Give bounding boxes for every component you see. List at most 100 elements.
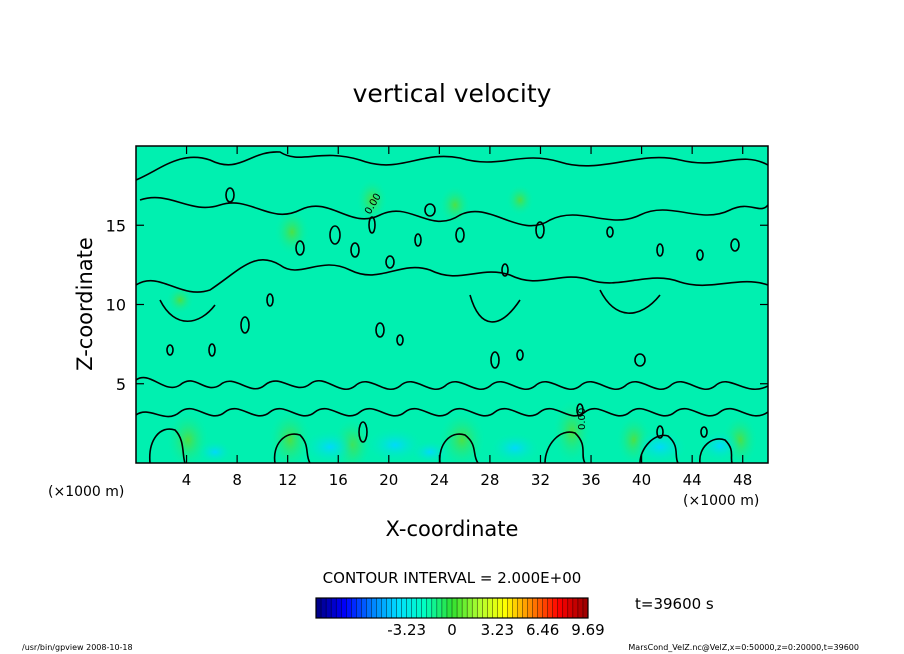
shading-blob [489, 432, 541, 463]
colorbar-cell [517, 597, 524, 619]
colorbar-cell [366, 597, 372, 619]
colorbar-cell [451, 597, 458, 619]
y-tick-label: 10 [106, 296, 126, 315]
colorbar-cell [466, 597, 473, 619]
y-tick-label: 15 [106, 216, 126, 235]
colorbar: -3.23 0 3.23 6.46 9.69 [315, 597, 605, 639]
colorbar-cell [567, 597, 574, 619]
colorbar-cell [507, 597, 513, 619]
colorbar-cell [441, 597, 448, 619]
x-tick-label: 48 [733, 471, 752, 489]
x-tick-label: 44 [683, 471, 702, 489]
colorbar-cell [356, 597, 362, 619]
footer-left: /usr/bin/gpview 2008-10-18 [22, 643, 133, 652]
x-tick-label: 36 [581, 471, 600, 489]
shading-blob [439, 185, 471, 225]
contour-interval: CONTOUR INTERVAL = 2.000E+00 [323, 569, 582, 587]
colorbar-cell [471, 597, 478, 619]
contour-lines [136, 151, 768, 463]
colorbar-cell [476, 597, 483, 619]
x-tick-label: 12 [278, 471, 297, 489]
colorbar-cell [320, 597, 327, 619]
time-label: t=39600 s [635, 595, 714, 613]
colorbar-cell [502, 597, 508, 619]
colorbar-cell [456, 597, 463, 619]
colorbar-cell [376, 597, 382, 619]
colorbar-cell [396, 597, 403, 619]
colorbar-cell [325, 597, 332, 619]
colorbar-cell [436, 597, 443, 619]
colorbar-cell [421, 597, 428, 619]
colorbar-tick-label: -3.23 [387, 621, 426, 639]
shading-blob [356, 178, 388, 222]
colorbar-cell [492, 597, 498, 619]
x-tick-label: 8 [232, 471, 242, 489]
x-tick-label: 28 [480, 471, 499, 489]
x-tick-label: 4 [182, 471, 192, 489]
colorbar-cell [431, 597, 438, 619]
colorbar-cell [461, 597, 468, 619]
chart-title: vertical velocity [353, 79, 552, 108]
shading-blob [274, 208, 310, 256]
colorbar-cell [562, 597, 569, 619]
shading-blob [166, 286, 194, 314]
y-axis: 5 10 15 [106, 216, 768, 394]
colorbar-cell [497, 597, 503, 619]
plot-area: 0.00 0.00 [136, 146, 768, 463]
colorbar-cell [335, 597, 342, 619]
shading-blob [302, 429, 358, 463]
colorbar-cell [315, 597, 322, 619]
colorbar-cell [532, 597, 539, 619]
colorbar-cell [416, 597, 423, 619]
x-tick-label: 16 [329, 471, 348, 489]
shading-blob [197, 440, 233, 463]
colorbar-cell [527, 597, 534, 619]
colorbar-cell [346, 597, 352, 619]
y-axis-label: Z-coordinate [73, 237, 97, 371]
colorbar-cell [340, 597, 347, 619]
colorbar-cell [552, 597, 559, 619]
shading-blob [365, 427, 425, 463]
footer-right: MarsCond_VelZ.nc@VelZ,x=0:50000,z=0:2000… [628, 643, 859, 652]
colorbar-cell [401, 597, 408, 619]
colorbar-cell [386, 597, 393, 619]
colorbar-cell [522, 597, 529, 619]
colorbar-cell [351, 597, 357, 619]
colorbar-tick-label: 9.69 [571, 621, 604, 639]
x-unit-right: (×1000 m) [683, 493, 759, 509]
colorbar-cell [482, 597, 488, 619]
colorbar-cell [446, 597, 453, 619]
x-tick-label: 40 [632, 471, 651, 489]
x-tick-label: 20 [379, 471, 398, 489]
colorbar-cell [512, 597, 518, 619]
colorbar-ticks: -3.23 0 3.23 6.46 9.69 [387, 621, 604, 639]
colorbar-cell [487, 597, 493, 619]
shading-blob [632, 429, 688, 463]
colorbar-tick-label: 0 [447, 621, 457, 639]
colorbar-cell [557, 597, 564, 619]
colorbar-cell [381, 597, 388, 619]
colorbar-cells [315, 597, 589, 619]
colorbar-tick-label: 6.46 [526, 621, 559, 639]
x-tick-label: 32 [531, 471, 550, 489]
colorbar-cell [426, 597, 433, 619]
colorbar-cell [572, 597, 579, 619]
colorbar-cell [406, 597, 413, 619]
colorbar-frame [315, 597, 589, 619]
shading-blob [268, 408, 312, 463]
colorbar-cell [371, 597, 377, 619]
colorbar-cell [577, 597, 584, 619]
colorbar-cell [542, 597, 549, 619]
colorbar-cell [330, 597, 337, 619]
colorbar-cell [547, 597, 554, 619]
x-axis: 4 8 12 16 20 24 28 32 36 40 44 48 [182, 146, 752, 489]
x-tick-label: 24 [430, 471, 449, 489]
x-unit-left: (×1000 m) [48, 484, 124, 500]
colorbar-cell [361, 597, 367, 619]
x-axis-label: X-coordinate [386, 517, 519, 541]
shading-blob [438, 410, 486, 463]
colorbar-cell [391, 597, 398, 619]
y-tick-label: 5 [116, 375, 126, 394]
colorbar-cell [411, 597, 418, 619]
